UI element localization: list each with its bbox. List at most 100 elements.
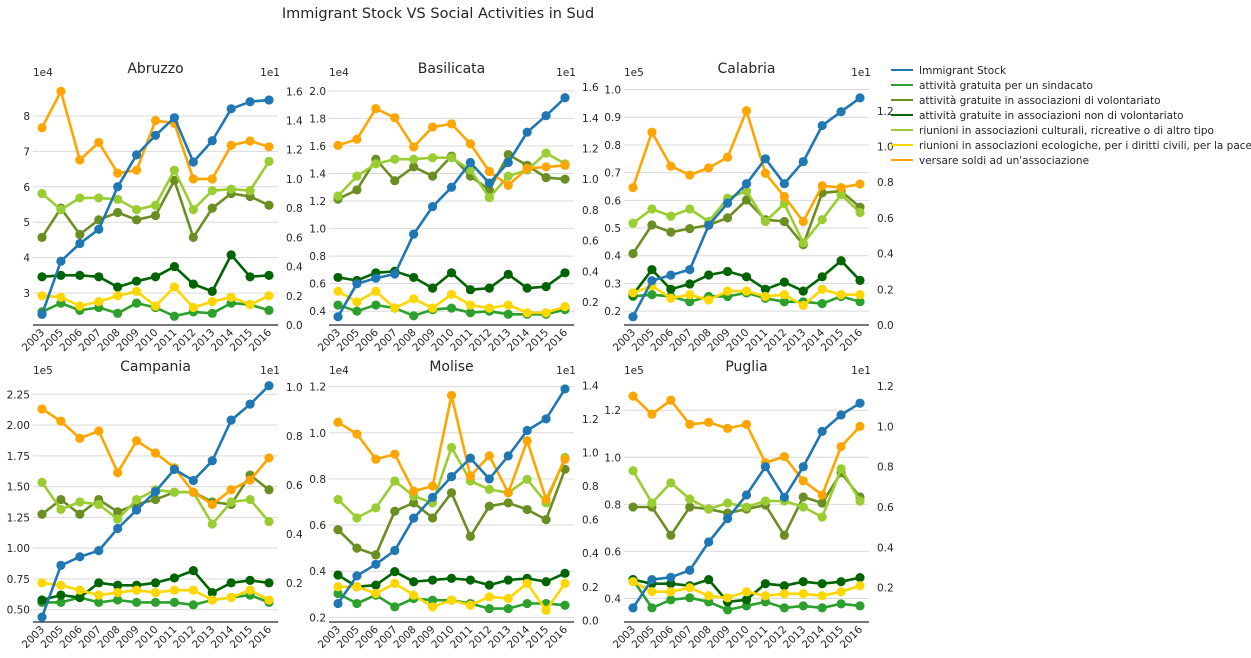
panel-molise: Molise 1e4 1e1 0.2 0.4 0.6 0.8 1.0 1.2 0.0 0.2 0.4 0… (309, 359, 599, 651)
data-point (855, 297, 865, 307)
left-tick-label: 1.2 (604, 405, 621, 417)
panel-calabria: Calabria 1e5 1e1 0.2 0.3 0.4 0.5 0.6 0.7 0.8 0.9 1.… (604, 61, 894, 354)
data-point (541, 111, 551, 121)
data-point (836, 464, 846, 474)
data-point (503, 593, 513, 604)
data-point (169, 261, 180, 272)
data-point (685, 593, 695, 603)
data-point (836, 587, 846, 597)
data-point (75, 301, 85, 311)
data-point (628, 466, 638, 476)
data-point (207, 286, 217, 297)
data-point (817, 426, 827, 437)
data-point (56, 597, 66, 608)
data-point (484, 580, 494, 590)
data-point (427, 575, 438, 585)
data-point (798, 492, 808, 502)
data-point (427, 201, 438, 212)
data-point (245, 186, 255, 196)
data-point (798, 577, 808, 587)
data-point (560, 160, 570, 170)
data-point (855, 398, 865, 408)
figure-title: Immigrant Stock VS Social Activities in … (282, 6, 594, 22)
data-point (760, 284, 771, 294)
data-point (150, 210, 161, 221)
data-point (371, 273, 381, 283)
data-point (113, 514, 123, 524)
data-point (94, 224, 104, 234)
data-point (685, 583, 695, 593)
data-point (352, 279, 362, 289)
data-point (207, 519, 217, 529)
data-point (131, 150, 142, 160)
series-versare-soldi-ad-un-associazione (333, 103, 570, 190)
data-point (264, 381, 274, 391)
data-point (855, 290, 865, 300)
data-point (75, 193, 85, 203)
right-tick-label: 0.2 (877, 284, 894, 296)
data-point (390, 176, 400, 186)
series-riunioni-in-associazioni-ecologiche-per-i-diritti-civili-per-la-pace (37, 578, 274, 605)
data-point (522, 163, 532, 174)
right-tick-label: 1.0 (286, 174, 303, 186)
data-point (685, 494, 695, 504)
data-point (522, 308, 532, 318)
right-tick-label: 0.2 (286, 291, 303, 303)
data-point (666, 572, 676, 582)
data-point (169, 487, 180, 497)
right-tick-label: 0.6 (582, 236, 599, 248)
data-point (390, 602, 400, 612)
data-point (503, 269, 513, 279)
data-point (503, 575, 513, 585)
data-point (427, 481, 438, 491)
data-point (150, 578, 161, 588)
data-point (666, 211, 676, 221)
data-point (685, 204, 695, 214)
data-point (188, 279, 198, 289)
data-point (75, 592, 85, 603)
data-point (685, 264, 695, 275)
data-point (56, 205, 66, 215)
data-point (371, 503, 381, 513)
right-tick-label: 0.2 (877, 583, 894, 595)
data-point (245, 575, 255, 585)
left-tick-label: 0.75 (7, 574, 30, 586)
data-point (628, 182, 638, 193)
data-point (817, 120, 827, 131)
data-point (541, 162, 551, 172)
data-point (560, 384, 570, 394)
data-point (75, 552, 85, 562)
data-point (113, 507, 123, 517)
data-point (409, 590, 419, 600)
data-point (741, 595, 752, 605)
series-attivita-gratuita-per-un-sindacato (333, 300, 570, 321)
legend: Immigrant Stock attività gratuita per un … (891, 65, 1251, 167)
left-axis-multiplier: 1e5 (33, 365, 53, 377)
data-point (817, 298, 827, 309)
data-point (666, 161, 676, 171)
left-tick-label: 1.75 (7, 451, 30, 463)
legend-item-versare-soldi-ad-un-associazione: versare soldi ad un'associazione (891, 155, 1089, 167)
data-point (169, 597, 180, 608)
right-tick-label: 1.6 (286, 86, 303, 98)
data-point (207, 456, 217, 466)
data-point (779, 589, 789, 599)
panel-basilicata: Basilicata 1e4 1e1 0.4 0.6 0.8 1.0 1.2 1.4 1.6 1.8… (309, 61, 599, 354)
left-tick-label: 2.25 (7, 389, 30, 401)
right-axis-multiplier: 1e1 (260, 365, 280, 377)
series-line (632, 395, 861, 497)
right-tick-label: 0.4 (582, 548, 599, 560)
data-point (465, 575, 476, 585)
data-point (666, 227, 676, 237)
data-point (741, 502, 752, 512)
data-point (94, 578, 104, 588)
data-point (56, 580, 66, 590)
data-point (855, 496, 865, 506)
right-tick-label: 0.6 (286, 480, 303, 492)
series-riunioni-in-associazioni-ecologiche-per-i-diritti-civili-per-la-pace (333, 578, 570, 615)
data-point (264, 95, 274, 105)
data-point (503, 309, 513, 319)
right-tick-label: 0.2 (582, 582, 599, 594)
data-point (446, 153, 457, 163)
data-point (56, 494, 66, 505)
